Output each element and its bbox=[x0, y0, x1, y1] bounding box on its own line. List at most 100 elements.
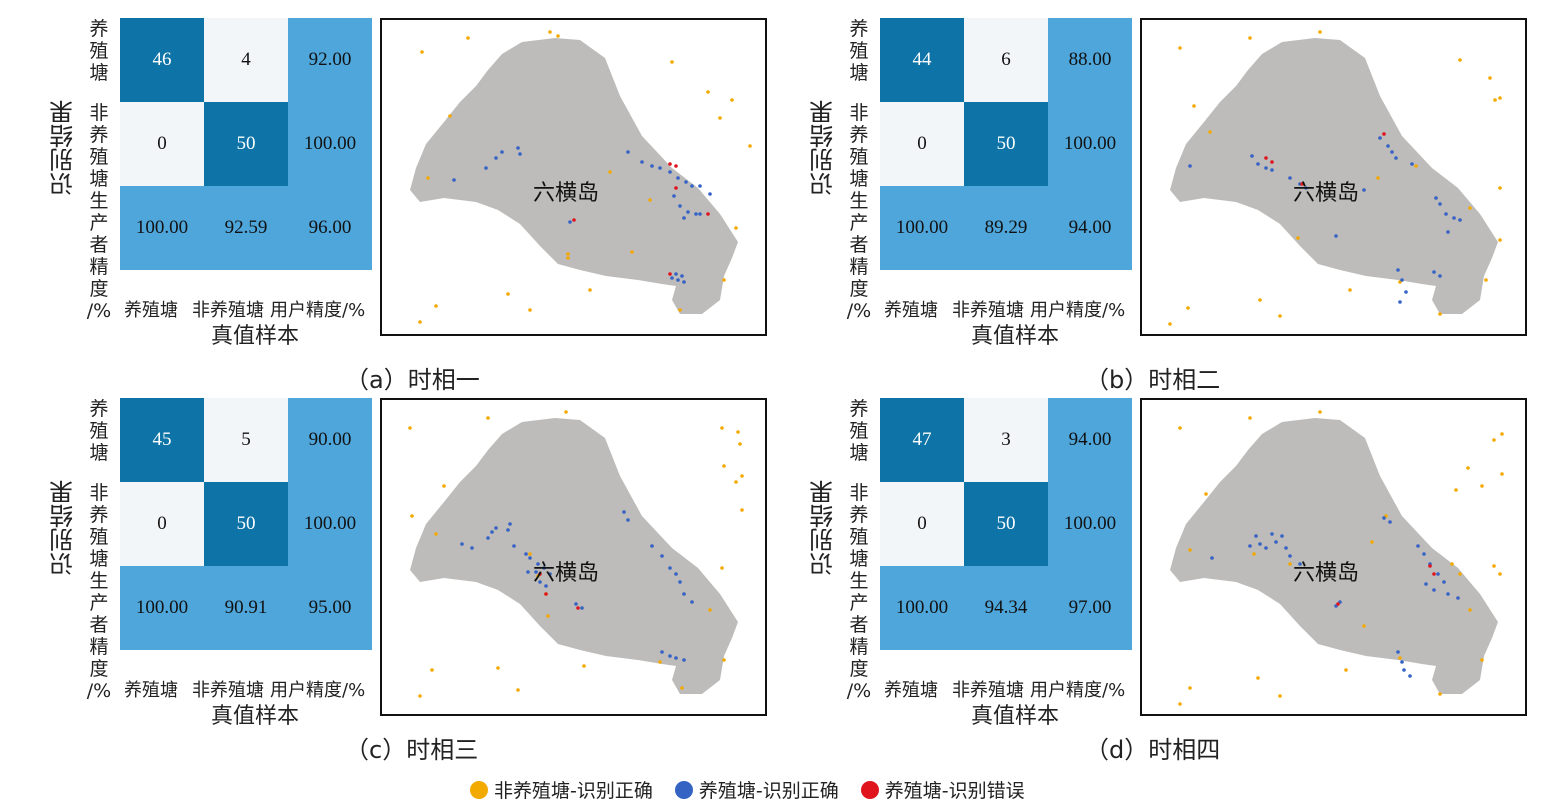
pond-correct-point bbox=[694, 212, 698, 216]
non-pond-correct-point bbox=[1348, 288, 1352, 292]
island-map: 六横岛 bbox=[1140, 398, 1527, 716]
non-pond-correct-point bbox=[1178, 46, 1182, 50]
non-pond-correct-point bbox=[1178, 702, 1182, 706]
pond-error-point bbox=[1428, 564, 1432, 568]
pond-correct-point bbox=[668, 566, 672, 570]
island-map: 六横岛 bbox=[1140, 18, 1527, 336]
non-pond-correct-point bbox=[658, 660, 662, 664]
column-label: 养殖塘 bbox=[884, 680, 938, 701]
pond-correct-point bbox=[1270, 168, 1274, 172]
non-pond-correct-point bbox=[740, 474, 744, 478]
row-label: 养 殖 塘 bbox=[89, 398, 109, 464]
pond-correct-point bbox=[678, 204, 682, 208]
y-axis-title: 识别结果 bbox=[49, 100, 78, 196]
pond-correct-point bbox=[686, 210, 690, 214]
pond-correct-point bbox=[1398, 300, 1402, 304]
non-pond-correct-point bbox=[1466, 466, 1470, 470]
non-pond-correct-point bbox=[1178, 426, 1182, 430]
non-pond-correct-point bbox=[720, 566, 724, 570]
non-pond-correct-point bbox=[426, 176, 430, 180]
matrix-cell: 88.00 bbox=[1048, 18, 1132, 102]
non-pond-correct-point bbox=[496, 666, 500, 670]
pond-correct-point bbox=[1362, 188, 1366, 192]
pond-correct-point bbox=[1378, 136, 1382, 140]
column-label: 用户精度/% bbox=[270, 680, 366, 701]
non-pond-correct-point bbox=[448, 114, 452, 118]
pond-correct-point bbox=[1446, 230, 1450, 234]
non-pond-correct-point bbox=[1438, 312, 1442, 316]
non-pond-correct-point bbox=[1450, 562, 1454, 566]
pond-correct-point bbox=[1210, 556, 1214, 560]
pond-correct-point bbox=[690, 600, 694, 604]
x-axis-title: 真值样本 bbox=[210, 704, 299, 729]
pond-error-point bbox=[1300, 182, 1304, 186]
matrix-cell: 96.00 bbox=[288, 186, 372, 270]
non-pond-correct-point bbox=[1414, 164, 1418, 168]
non-pond-correct-point bbox=[1278, 314, 1282, 318]
non-pond-correct-point bbox=[738, 442, 742, 446]
non-pond-correct-point bbox=[1186, 306, 1190, 310]
matrix-cell: 3 bbox=[964, 398, 1048, 482]
non-pond-correct-point bbox=[734, 226, 738, 230]
non-pond-correct-point bbox=[1484, 278, 1488, 282]
non-pond-correct-point bbox=[706, 90, 710, 94]
matrix-cell: 4 bbox=[204, 18, 288, 102]
pond-correct-point bbox=[1400, 278, 1404, 282]
pond-error-point bbox=[576, 606, 580, 610]
pond-correct-point bbox=[500, 150, 504, 154]
pond-correct-point bbox=[672, 194, 676, 198]
matrix-cell: 100.00 bbox=[120, 566, 204, 650]
non-pond-correct-point bbox=[442, 484, 446, 488]
confusion-matrix: 47 3 94.00 0 50 100.00 100.00 94.34 97.00 bbox=[880, 398, 1135, 650]
matrix-cell: 94.34 bbox=[964, 566, 1048, 650]
pond-error-point bbox=[668, 162, 672, 166]
pond-error-point bbox=[1432, 572, 1436, 576]
pond-correct-point bbox=[698, 184, 702, 188]
column-label: 用户精度/% bbox=[1030, 680, 1126, 701]
non-pond-correct-point bbox=[1480, 658, 1484, 662]
pond-correct-point bbox=[574, 602, 578, 606]
pond-correct-point bbox=[678, 580, 682, 584]
pond-correct-point bbox=[1258, 542, 1262, 546]
pond-correct-point bbox=[682, 658, 686, 662]
column-label: 非养殖塘 bbox=[192, 300, 264, 321]
non-pond-correct-point bbox=[734, 480, 738, 484]
non-pond-correct-point bbox=[1208, 130, 1212, 134]
pond-correct-point bbox=[1394, 156, 1398, 160]
non-pond-correct-point bbox=[434, 304, 438, 308]
non-pond-correct-point bbox=[582, 664, 586, 668]
non-pond-correct-point bbox=[1438, 692, 1442, 696]
island-shape bbox=[410, 38, 738, 314]
pond-correct-point bbox=[682, 280, 686, 284]
pond-error-point bbox=[674, 186, 678, 190]
matrix-cell: 100.00 bbox=[120, 186, 204, 270]
matrix-cell: 50 bbox=[204, 482, 288, 566]
pond-correct-point bbox=[1390, 150, 1394, 154]
non-pond-correct-point bbox=[528, 308, 532, 312]
row-label: 非 养 殖 塘 bbox=[849, 482, 869, 570]
non-pond-correct-point bbox=[678, 308, 682, 312]
pond-correct-point bbox=[1456, 596, 1460, 600]
matrix-cell: 100.00 bbox=[880, 186, 964, 270]
pond-correct-point bbox=[1444, 212, 1448, 216]
pond-correct-point bbox=[1386, 144, 1390, 148]
pond-correct-point bbox=[568, 220, 572, 224]
y-axis-title: 识别结果 bbox=[49, 480, 78, 576]
pond-correct-point bbox=[1436, 572, 1440, 576]
pond-error-point bbox=[668, 272, 672, 276]
matrix-cell: 97.00 bbox=[1048, 566, 1132, 650]
pond-error-point bbox=[1264, 156, 1268, 160]
non-pond-correct-point bbox=[564, 410, 568, 414]
pond-correct-point bbox=[708, 192, 712, 196]
pond-correct-point bbox=[690, 184, 694, 188]
pond-correct-point bbox=[1188, 164, 1192, 168]
non-pond-correct-point bbox=[506, 292, 510, 296]
pond-correct-point bbox=[1396, 268, 1400, 272]
pond-correct-point bbox=[494, 526, 498, 530]
row-label: 非 养 殖 塘 bbox=[89, 102, 109, 190]
pond-correct-point bbox=[1388, 520, 1392, 524]
island-label: 六横岛 bbox=[533, 561, 599, 586]
pond-error-point bbox=[538, 572, 542, 576]
row-label: 生 产 者 精 度 /% bbox=[846, 570, 872, 702]
non-pond-correct-point bbox=[722, 464, 726, 468]
